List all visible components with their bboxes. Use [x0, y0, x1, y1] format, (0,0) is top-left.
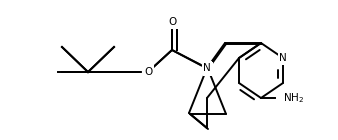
Text: N: N — [203, 63, 211, 73]
Text: O: O — [168, 17, 176, 27]
Text: O: O — [168, 17, 176, 27]
Text: O: O — [144, 67, 152, 77]
Text: NH$_2$: NH$_2$ — [283, 91, 304, 105]
Text: O: O — [144, 67, 152, 77]
Text: N: N — [204, 64, 212, 74]
Text: N: N — [279, 53, 287, 63]
